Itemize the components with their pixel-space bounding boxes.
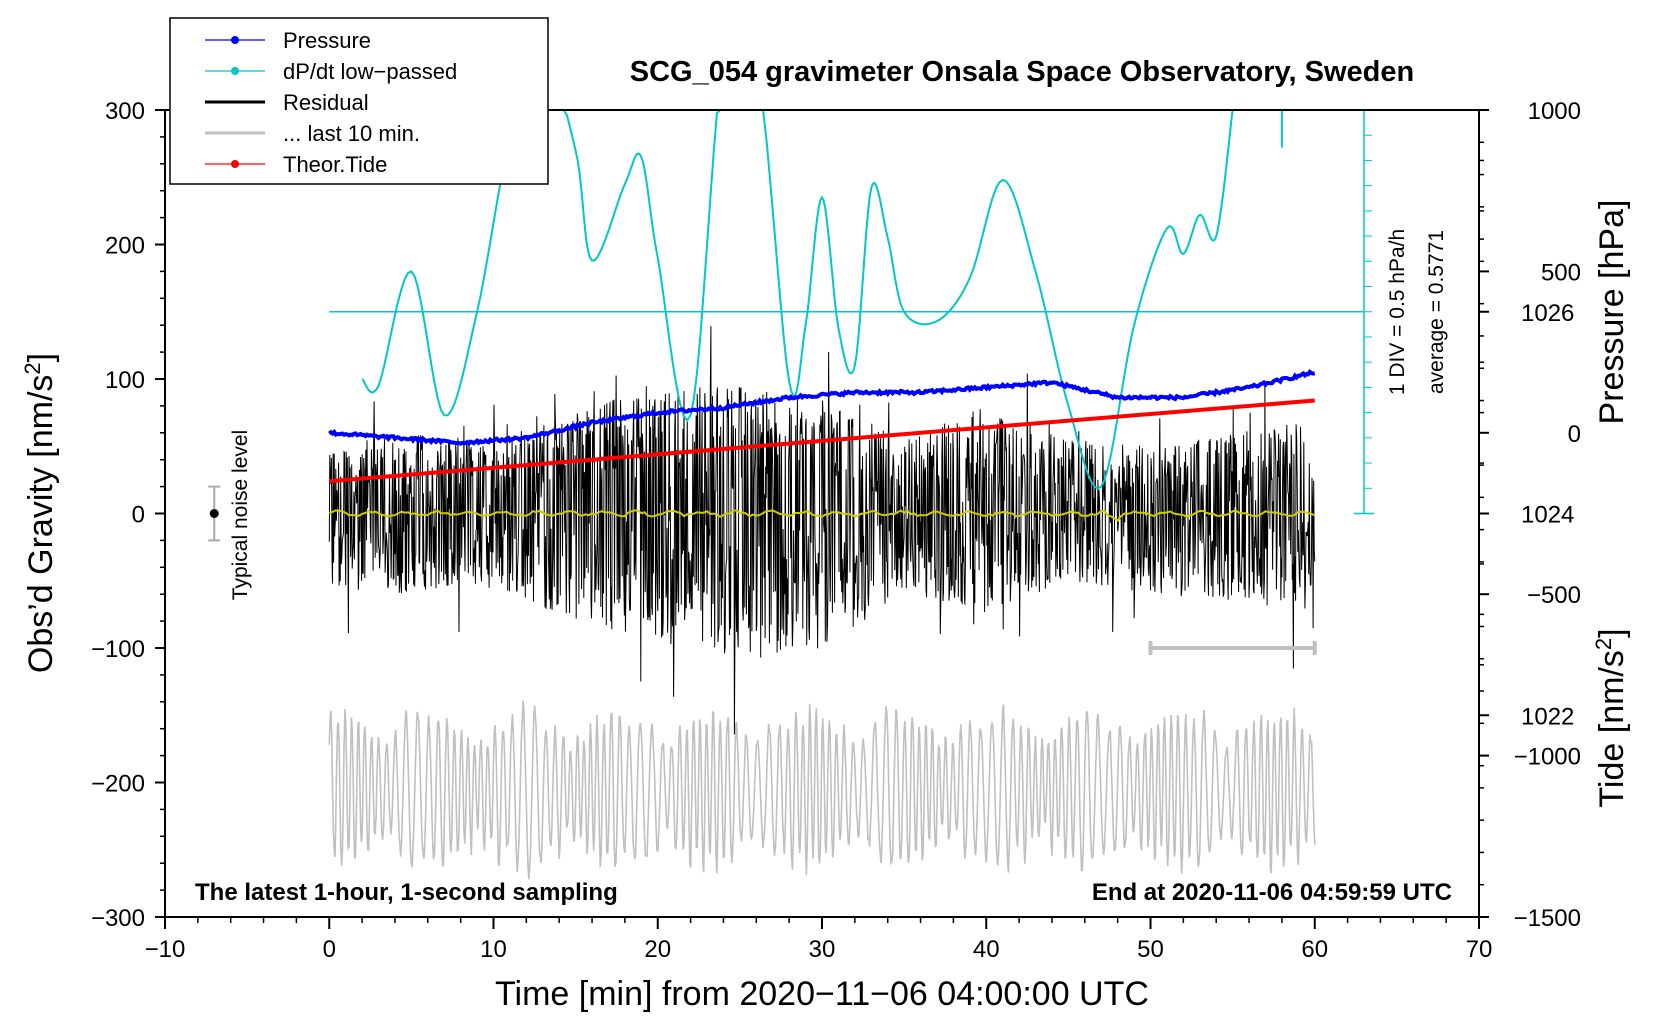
legend-swatch-marker: [231, 36, 239, 44]
theoretical-tide-series: [329, 398, 1315, 484]
axes: −10 0 10 20 30 40 50 60 70−300−200−1000100200300…: [91, 98, 1581, 963]
legend: Pressure dP/dt low−passed Residual ... last…: [169, 17, 549, 185]
legend-label: Pressure: [283, 28, 371, 53]
legend-label: Residual: [283, 90, 369, 115]
y-tick-label: −100: [91, 636, 145, 663]
x-tick-label: −10: [145, 936, 186, 963]
residual-smoothed-trace: [329, 509, 1316, 522]
tide-trace: [329, 398, 1315, 484]
x-axis-title: Time [min] from 2020−11−06 04:00:00 UTC: [495, 975, 1149, 1013]
y-tick-label: 0: [132, 502, 145, 529]
dpdt-scale-label: 1 DIV = 0.5 hPa/h: [1386, 229, 1409, 395]
pressure-trace: [328, 369, 1316, 447]
annotation-marks: [208, 485, 1317, 655]
x-tick-label: 20: [644, 936, 671, 963]
y-tick-label: 200: [105, 233, 145, 260]
legend-label: Theor.Tide: [283, 152, 387, 177]
tide-tick-label: −1000: [1514, 744, 1581, 771]
last-10-min-trace: [328, 700, 1316, 880]
x-tick-label: 50: [1137, 936, 1164, 963]
residual-smoothed-series: [329, 509, 1316, 522]
y-tick-label: 300: [105, 98, 145, 125]
x-tick-label: 40: [973, 936, 1000, 963]
y-tick-label: 100: [105, 367, 145, 394]
y-axis-title: Obs’d Gravity [nm/s2]: [20, 353, 61, 673]
subtitle-left: The latest 1-hour, 1-second sampling: [195, 879, 618, 906]
tide-tick-label: −1500: [1514, 905, 1581, 932]
legend-label: ... last 10 min.: [283, 121, 420, 146]
legend-swatch-marker: [231, 67, 239, 75]
tide-tick-label: 1000: [1528, 98, 1581, 125]
pressure-series: [328, 369, 1316, 447]
x-tick-label: 0: [323, 936, 336, 963]
residual-series: [328, 326, 1316, 735]
tide-tick-label: −500: [1527, 582, 1581, 609]
x-tick-label: 30: [809, 936, 836, 963]
x-tick-label: 10: [480, 936, 507, 963]
legend-swatch-marker: [231, 160, 239, 168]
last-10-min-series: [328, 700, 1316, 880]
y-tick-label: −200: [91, 771, 145, 798]
chart-title: SCG_054 gravimeter Onsala Space Observat…: [630, 56, 1414, 88]
pressure-tick-label: 1026: [1521, 300, 1574, 327]
subtitle-right: End at 2020-11-06 04:59:59 UTC: [1092, 879, 1452, 906]
y-tick-label: −300: [91, 905, 145, 932]
noise-level-label: Typical noise level: [229, 430, 252, 600]
dpdt-average-label: average = 0.5771: [1425, 230, 1448, 394]
tide-tick-label: 0: [1568, 421, 1581, 448]
residual-trace: [328, 326, 1316, 735]
noise-level-dot: [209, 509, 219, 518]
x-tick-label: 70: [1466, 936, 1493, 963]
legend-label: dP/dt low−passed: [283, 59, 457, 84]
x-tick-label: 60: [1301, 936, 1328, 963]
tide-axis-title: Tide [nm/s2]: [1591, 628, 1632, 807]
tide-tick-label: 500: [1541, 259, 1581, 286]
pressure-axis-title: Pressure [hPa]: [1593, 200, 1631, 425]
pressure-tick-label: 1022: [1521, 703, 1574, 730]
pressure-tick-label: 1024: [1521, 502, 1574, 529]
